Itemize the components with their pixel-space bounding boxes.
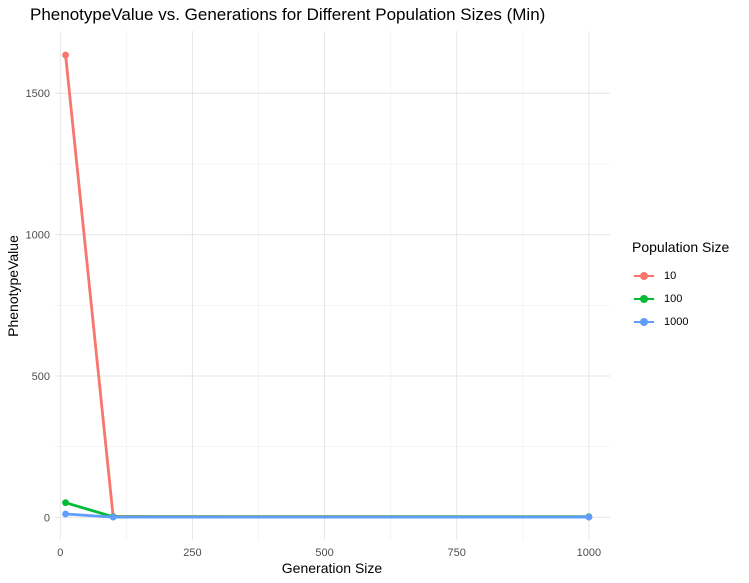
- x-tick-label: 1000: [577, 547, 601, 559]
- x-axis-title: Generation Size: [282, 560, 383, 576]
- y-tick-label: 1500: [26, 88, 50, 100]
- legend-item-10: 10: [632, 264, 729, 287]
- grid-lines: [55, 31, 610, 540]
- legend-label: 10: [664, 269, 677, 282]
- legend-key: [632, 316, 656, 328]
- data-point-1000: [109, 513, 117, 521]
- x-tick-label: 250: [183, 547, 201, 559]
- legend-label: 100: [664, 292, 683, 305]
- data-point-100: [62, 499, 69, 507]
- legend-key: [632, 293, 656, 305]
- legend-item-100: 100: [632, 287, 729, 310]
- data-point-10: [62, 51, 69, 59]
- chart-title: PhenotypeValue vs. Generations for Diffe…: [30, 5, 546, 24]
- legend: Population Size 10 100 1000: [632, 239, 729, 333]
- x-axis-ticks: 0 250 500 750 1000: [57, 547, 601, 559]
- y-axis-title: PhenotypeValue: [5, 235, 21, 337]
- series-layer: [62, 51, 593, 521]
- series-line-100: [65, 501, 589, 519]
- legend-title: Population Size: [632, 239, 730, 255]
- data-point-1000: [585, 513, 593, 521]
- x-tick-label: 750: [448, 547, 466, 559]
- data-point-1000: [62, 510, 69, 518]
- y-tick-label: 1000: [26, 230, 50, 242]
- legend-item-1000: 1000: [632, 310, 729, 333]
- legend-items: 10 100 1000: [632, 264, 729, 333]
- y-tick-label: 500: [32, 371, 50, 383]
- x-tick-label: 500: [315, 547, 333, 559]
- legend-label: 1000: [664, 315, 689, 328]
- x-tick-label: 0: [57, 547, 63, 559]
- y-axis-ticks: 0 500 1000 1500: [26, 88, 50, 524]
- y-tick-label: 0: [44, 512, 50, 524]
- series-line-10: [64, 54, 589, 519]
- legend-key: [632, 270, 656, 282]
